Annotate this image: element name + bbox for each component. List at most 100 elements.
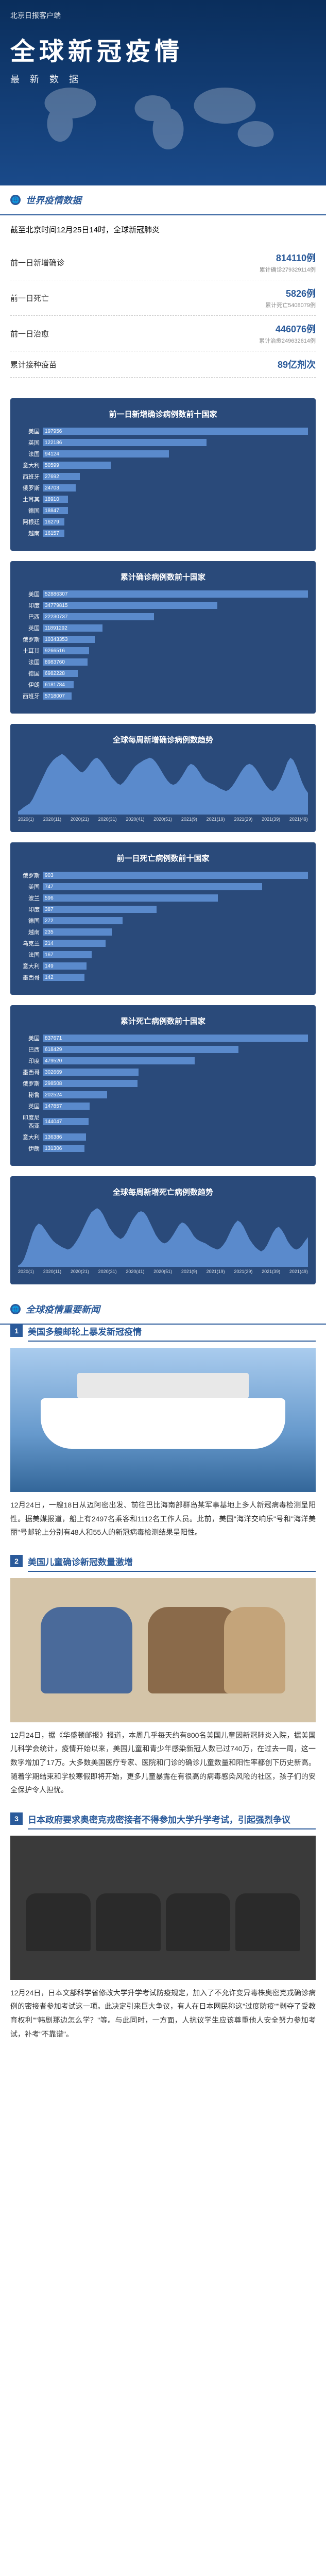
bar-track: 136386 (43, 1133, 308, 1141)
bar-value: 142 (43, 975, 54, 980)
bar-row: 德国 6982228 (18, 669, 308, 677)
bar-label: 法国 (18, 450, 43, 458)
bar-value: 214 (43, 941, 54, 946)
bar-row: 意大利 149 (18, 962, 308, 970)
section1-title: 世界疫情数据 (26, 193, 81, 207)
bar-label: 秘鲁 (18, 1091, 43, 1099)
bar-value: 136386 (43, 1134, 62, 1140)
bar-row: 西班牙 5718007 (18, 692, 308, 700)
bar-fill: 272 (43, 917, 123, 924)
bar-row: 乌克兰 214 (18, 939, 308, 947)
bar-row: 德国 272 (18, 917, 308, 925)
area-axis: 2020(1)2020(11)2020(21)2020(31)2020(41)2… (18, 817, 308, 822)
bar-label: 意大利 (18, 461, 43, 469)
bar-value: 6181784 (43, 682, 65, 688)
bar-track: 479520 (43, 1057, 308, 1064)
bar-row: 法国 94124 (18, 450, 308, 458)
bar-track: 6982228 (43, 670, 308, 677)
bar-row: 德国 18847 (18, 506, 308, 515)
bar-track: 202524 (43, 1091, 308, 1098)
bar-track: 167 (43, 951, 308, 958)
axis-label: 2020(11) (43, 1269, 61, 1274)
bar-value: 24703 (43, 485, 59, 491)
bar-fill: 18847 (43, 507, 68, 514)
section2-header: 🌐 全球疫情重要新闻 (0, 1295, 326, 1325)
news-title: 美国多艘邮轮上暴发新冠疫情 (28, 1325, 316, 1342)
bar-row: 西班牙 27692 (18, 472, 308, 481)
bar-label: 英国 (18, 1102, 43, 1110)
bar-track: 142 (43, 974, 308, 981)
bar-fill: 5718007 (43, 692, 72, 700)
axis-label: 2020(1) (18, 1269, 34, 1274)
news-text: 12月24日，日本文部科学省修改大学升学考试防疫规定，加入了不允许变异毒株奥密克… (10, 1986, 316, 2041)
bar-row: 俄罗斯 903 (18, 871, 308, 879)
bar-label: 伊朗 (18, 681, 43, 689)
news-image (10, 1578, 316, 1722)
bar-value: 5718007 (43, 693, 65, 699)
bar-fill: 10343353 (43, 636, 95, 643)
news-item: 3 日本政府要求奥密克戎密接者不得参加大学升学考试，引起强烈争议 12月24日，… (10, 1812, 316, 2041)
bar-track: 298508 (43, 1080, 308, 1087)
bar-value: 387 (43, 907, 54, 912)
bar-row: 印度尼西亚 144047 (18, 1113, 308, 1130)
bar-label: 美国 (18, 883, 43, 891)
bar-fill: 52886307 (43, 590, 308, 598)
stat-note: 累计死亡5408079例 (265, 301, 316, 309)
bar-value: 18910 (43, 497, 59, 502)
bar-value: 11891292 (43, 625, 67, 631)
stat-label: 前一日死亡 (10, 293, 49, 303)
stat-num: 814110例 (260, 251, 316, 264)
globe-icon: 🌐 (10, 195, 21, 205)
bar-row: 伊朗 6181784 (18, 681, 308, 689)
bar-track: 24703 (43, 484, 308, 492)
stat-row: 前一日新增确诊 814110例 累计确诊279329114例 (10, 245, 316, 280)
stat-value: 446076例 累计治愈249632614例 (259, 322, 316, 345)
bar-track: 16279 (43, 518, 308, 526)
bar-track: 837671 (43, 1035, 308, 1042)
bar-track: 10343353 (43, 636, 308, 643)
bar-value: 167 (43, 952, 54, 958)
bar-value: 302669 (43, 1070, 62, 1075)
bar-label: 意大利 (18, 1133, 43, 1141)
stat-row: 前一日治愈 446076例 累计治愈249632614例 (10, 316, 316, 351)
news-title: 美国儿童确诊新冠数量激增 (28, 1555, 316, 1572)
bar-label: 美国 (18, 1034, 43, 1042)
bar-track: 387 (43, 906, 308, 913)
bar-value: 235 (43, 929, 54, 935)
bar-label: 土耳其 (18, 495, 43, 503)
bar-row: 巴西 22230737 (18, 613, 308, 621)
stat-value: 5826例 累计死亡5408079例 (265, 286, 316, 309)
bar-value: 50599 (43, 463, 59, 468)
bar-row: 越南 235 (18, 928, 308, 936)
bar-value: 131306 (43, 1146, 62, 1151)
bar-label: 俄罗斯 (18, 635, 43, 643)
bar-value: 16279 (43, 519, 59, 525)
axis-label: 2021(29) (234, 817, 252, 822)
bar-label: 越南 (18, 928, 43, 936)
bar-track: 16157 (43, 530, 308, 537)
bar-track: 903 (43, 872, 308, 879)
bar-track: 27692 (43, 473, 308, 480)
bar-label: 西班牙 (18, 692, 43, 700)
bar-track: 302669 (43, 1069, 308, 1076)
axis-label: 2021(49) (289, 817, 308, 822)
bar-fill: 24703 (43, 484, 76, 492)
news-text: 12月24日，一艘18日从迈阿密出发、前往巴比海南部群岛某军事基地上多人新冠病毒… (10, 1498, 316, 1539)
bar-label: 意大利 (18, 962, 43, 970)
axis-label: 2020(41) (126, 817, 144, 822)
bar-track: 50599 (43, 462, 308, 469)
bar-label: 阿根廷 (18, 518, 43, 526)
stat-value: 814110例 累计确诊279329114例 (260, 251, 316, 274)
stat-num: 5826例 (265, 286, 316, 300)
main-title: 全球新冠疫情 (10, 31, 316, 67)
bar-row: 俄罗斯 24703 (18, 484, 308, 492)
news-number: 1 (10, 1325, 23, 1337)
bar-label: 俄罗斯 (18, 871, 43, 879)
bar-value: 197956 (43, 429, 62, 434)
bar-fill: 837671 (43, 1035, 308, 1042)
axis-label: 2020(21) (71, 1269, 89, 1274)
bar-row: 俄罗斯 10343353 (18, 635, 308, 643)
bar-track: 18847 (43, 507, 308, 514)
axis-label: 2020(11) (43, 817, 61, 822)
bar-row: 秘鲁 202524 (18, 1091, 308, 1099)
